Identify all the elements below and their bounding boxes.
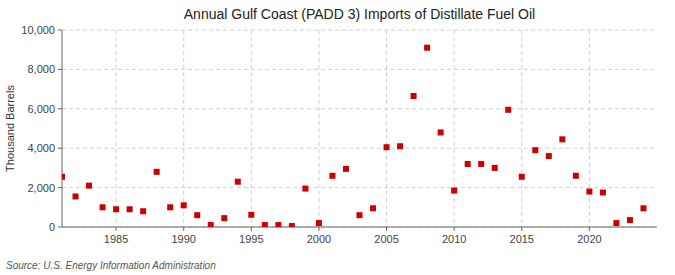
x-grid-line bbox=[183, 30, 184, 227]
x-tick bbox=[183, 227, 184, 231]
y-grid-line bbox=[62, 227, 657, 228]
point bbox=[221, 215, 227, 221]
y-tick bbox=[58, 227, 62, 228]
x-grid-line bbox=[454, 30, 455, 227]
y-tick bbox=[58, 108, 62, 109]
y-grid-line bbox=[62, 187, 657, 188]
x-grid-line bbox=[521, 30, 522, 227]
point bbox=[384, 144, 390, 150]
point bbox=[194, 212, 200, 218]
x-tick-label: 2000 bbox=[307, 233, 331, 245]
point bbox=[411, 93, 417, 99]
x-grid-line bbox=[318, 30, 319, 227]
point bbox=[613, 220, 619, 226]
axes: 0 2,000 4,000 6,000 8,000 10,000 1985 1990 1995 2… bbox=[21, 24, 657, 245]
x-tick bbox=[251, 227, 252, 231]
point bbox=[302, 186, 308, 192]
point bbox=[600, 190, 606, 196]
x-tick-label: 1995 bbox=[239, 233, 263, 245]
source-note: Source: U.S. Energy Information Administ… bbox=[6, 260, 216, 271]
x-tick bbox=[318, 227, 319, 231]
x-tick-label: 2015 bbox=[510, 233, 534, 245]
point bbox=[262, 222, 268, 227]
point bbox=[532, 147, 538, 153]
y-grid-line bbox=[62, 108, 657, 109]
x-tick-label: 1990 bbox=[171, 233, 195, 245]
y-tick-label: 6,000 bbox=[27, 103, 55, 115]
x-tick-label: 2005 bbox=[374, 233, 398, 245]
x-grid-line bbox=[386, 30, 387, 227]
point bbox=[167, 204, 173, 210]
y-grid-line bbox=[62, 69, 657, 70]
point bbox=[289, 223, 295, 227]
point bbox=[343, 166, 349, 172]
x-tick bbox=[454, 227, 455, 231]
y-tick-label: 8,000 bbox=[27, 63, 55, 75]
point bbox=[438, 129, 444, 135]
point bbox=[573, 173, 579, 179]
x-tick-label: 2020 bbox=[577, 233, 601, 245]
y-tick-label: 10,000 bbox=[21, 24, 55, 36]
point bbox=[397, 143, 403, 149]
point bbox=[640, 205, 646, 211]
y-tick bbox=[58, 187, 62, 188]
y-tick bbox=[58, 69, 62, 70]
point bbox=[478, 161, 484, 167]
point bbox=[424, 45, 430, 51]
title: Annual Gulf Coast (PADD 3) Imports of Di… bbox=[184, 6, 535, 22]
point bbox=[73, 193, 79, 199]
x-grid-line bbox=[116, 30, 117, 227]
y-tick bbox=[58, 30, 62, 31]
point bbox=[113, 206, 119, 212]
point bbox=[100, 204, 106, 210]
point bbox=[559, 136, 565, 142]
x-grid-line bbox=[251, 30, 252, 227]
x-tick-label: 1985 bbox=[104, 233, 128, 245]
points bbox=[62, 45, 646, 227]
x-tick bbox=[521, 227, 522, 231]
point bbox=[370, 205, 376, 211]
point bbox=[546, 153, 552, 159]
point bbox=[505, 107, 511, 113]
y-tick-label: 2,000 bbox=[27, 182, 55, 194]
y-axis-line bbox=[62, 30, 63, 227]
chart: 0 2,000 4,000 6,000 8,000 10,000 1985 1990 1995 2… bbox=[0, 0, 675, 275]
point bbox=[208, 222, 214, 227]
point bbox=[181, 202, 187, 208]
x-tick bbox=[589, 227, 590, 231]
x-tick-label: 2010 bbox=[442, 233, 466, 245]
point bbox=[329, 173, 335, 179]
point bbox=[357, 212, 363, 218]
x-tick bbox=[386, 227, 387, 231]
y-axis-label: Thousand Barrels bbox=[4, 85, 16, 172]
point bbox=[235, 179, 241, 185]
y-tick-label: 0 bbox=[49, 221, 55, 233]
x-tick bbox=[116, 227, 117, 231]
point bbox=[465, 161, 471, 167]
point bbox=[86, 183, 92, 189]
point bbox=[62, 174, 65, 180]
point bbox=[248, 212, 254, 218]
point bbox=[492, 165, 498, 171]
x-grid-line bbox=[589, 30, 590, 227]
grid bbox=[62, 30, 657, 227]
y-grid-line bbox=[62, 148, 657, 149]
point bbox=[451, 188, 457, 194]
point bbox=[140, 208, 146, 214]
y-grid-line bbox=[62, 30, 657, 31]
point bbox=[127, 206, 133, 212]
point bbox=[154, 169, 160, 175]
point bbox=[316, 220, 322, 226]
point bbox=[586, 189, 592, 195]
y-tick bbox=[58, 148, 62, 149]
point bbox=[519, 174, 525, 180]
y-tick-label: 4,000 bbox=[27, 142, 55, 154]
point bbox=[275, 222, 281, 227]
x-axis-line bbox=[62, 227, 657, 228]
point bbox=[627, 217, 633, 223]
